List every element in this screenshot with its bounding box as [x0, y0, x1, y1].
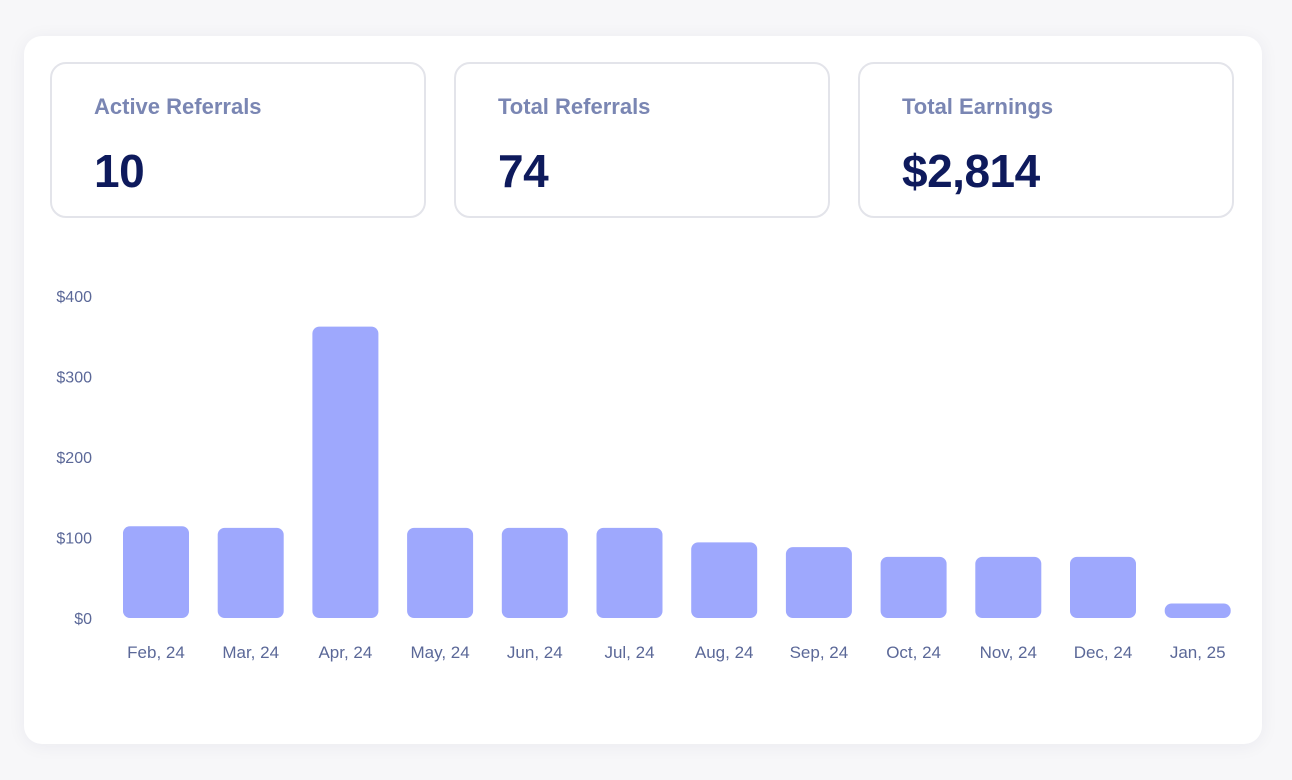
bar-jun-24[interactable]: [501, 527, 568, 618]
bar-feb-24[interactable]: [123, 526, 189, 618]
bar-oct-24[interactable]: [880, 556, 947, 618]
active-referrals-value: 10: [94, 145, 145, 197]
active-referrals-card: Active Referrals 10: [50, 62, 426, 218]
total-referrals-label: Total Referrals: [498, 94, 651, 119]
x-tick-label: Aug, 24: [695, 643, 754, 662]
x-tick-label: Feb, 24: [127, 643, 185, 662]
bar-mar-24[interactable]: [217, 527, 284, 618]
active-referrals-label: Active Referrals: [94, 94, 262, 119]
y-tick-label: $400: [56, 289, 92, 306]
y-tick-label: $100: [56, 531, 92, 548]
bar-dec-24[interactable]: [1070, 556, 1136, 618]
bar-apr-24[interactable]: [312, 326, 379, 618]
bar-aug-24[interactable]: [691, 542, 758, 618]
bar-may-24[interactable]: [407, 527, 474, 618]
total-referrals-value: 74: [498, 145, 549, 197]
total-earnings-value: $2,814: [902, 145, 1040, 197]
bar-jan-25[interactable]: [1164, 603, 1231, 618]
x-tick-label: May, 24: [410, 643, 469, 662]
x-tick-label: Sep, 24: [790, 643, 849, 662]
x-tick-label: Oct, 24: [886, 643, 941, 662]
x-tick-label: Jan, 25: [1170, 643, 1226, 662]
x-tick-label: Apr, 24: [318, 643, 372, 662]
bar-nov-24[interactable]: [975, 556, 1042, 618]
y-tick-label: $200: [56, 450, 92, 467]
y-tick-label: $0: [74, 611, 92, 628]
x-tick-label: Nov, 24: [980, 643, 1037, 662]
bar-sep-24[interactable]: [785, 547, 852, 618]
total-referrals-card: Total Referrals 74: [454, 62, 830, 218]
x-tick-label: Dec, 24: [1074, 643, 1133, 662]
y-tick-label: $300: [56, 370, 92, 387]
bar-jul-24[interactable]: [596, 527, 663, 618]
total-earnings-label: Total Earnings: [902, 94, 1054, 119]
x-tick-label: Jul, 24: [604, 643, 654, 662]
x-tick-label: Jun, 24: [507, 643, 563, 662]
total-earnings-card: Total Earnings $2,814: [858, 62, 1234, 218]
x-tick-label: Mar, 24: [222, 643, 279, 662]
